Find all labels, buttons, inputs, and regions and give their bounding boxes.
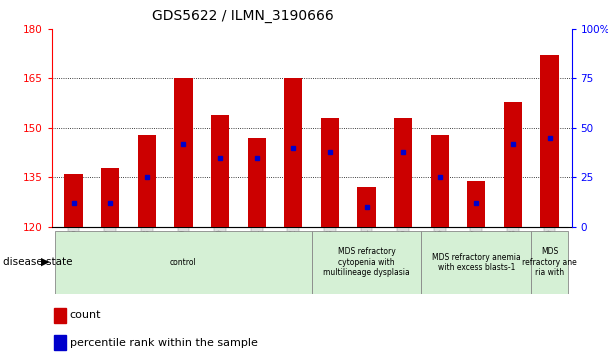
Bar (531, 231, 568, 294)
Bar (321, 118, 339, 227)
Bar (284, 78, 302, 227)
Bar (101, 167, 119, 227)
Text: MDS refractory
cytopenia with
multilineage dysplasia: MDS refractory cytopenia with multilinea… (323, 247, 410, 277)
Bar (541, 56, 559, 227)
Text: MDS
refractory ane
ria with: MDS refractory ane ria with (522, 247, 577, 277)
Bar (430, 135, 449, 227)
Bar (394, 118, 412, 227)
Bar (467, 181, 486, 227)
Bar (64, 174, 83, 227)
Bar (137, 135, 156, 227)
Bar (247, 138, 266, 227)
Bar (54, 335, 66, 350)
Text: percentile rank within the sample: percentile rank within the sample (70, 338, 258, 348)
Bar (504, 102, 522, 227)
Bar (211, 115, 229, 227)
Text: count: count (70, 310, 102, 321)
Bar (174, 78, 193, 227)
Bar (358, 187, 376, 227)
Bar (311, 231, 421, 294)
Bar (54, 308, 66, 323)
Text: GDS5622 / ILMN_3190666: GDS5622 / ILMN_3190666 (153, 9, 334, 23)
Text: ▶: ▶ (41, 257, 50, 267)
Bar (421, 231, 531, 294)
Text: MDS refractory anemia
with excess blasts-1: MDS refractory anemia with excess blasts… (432, 253, 520, 272)
Text: disease state: disease state (3, 257, 72, 267)
Text: control: control (170, 258, 197, 267)
Bar (55, 231, 311, 294)
